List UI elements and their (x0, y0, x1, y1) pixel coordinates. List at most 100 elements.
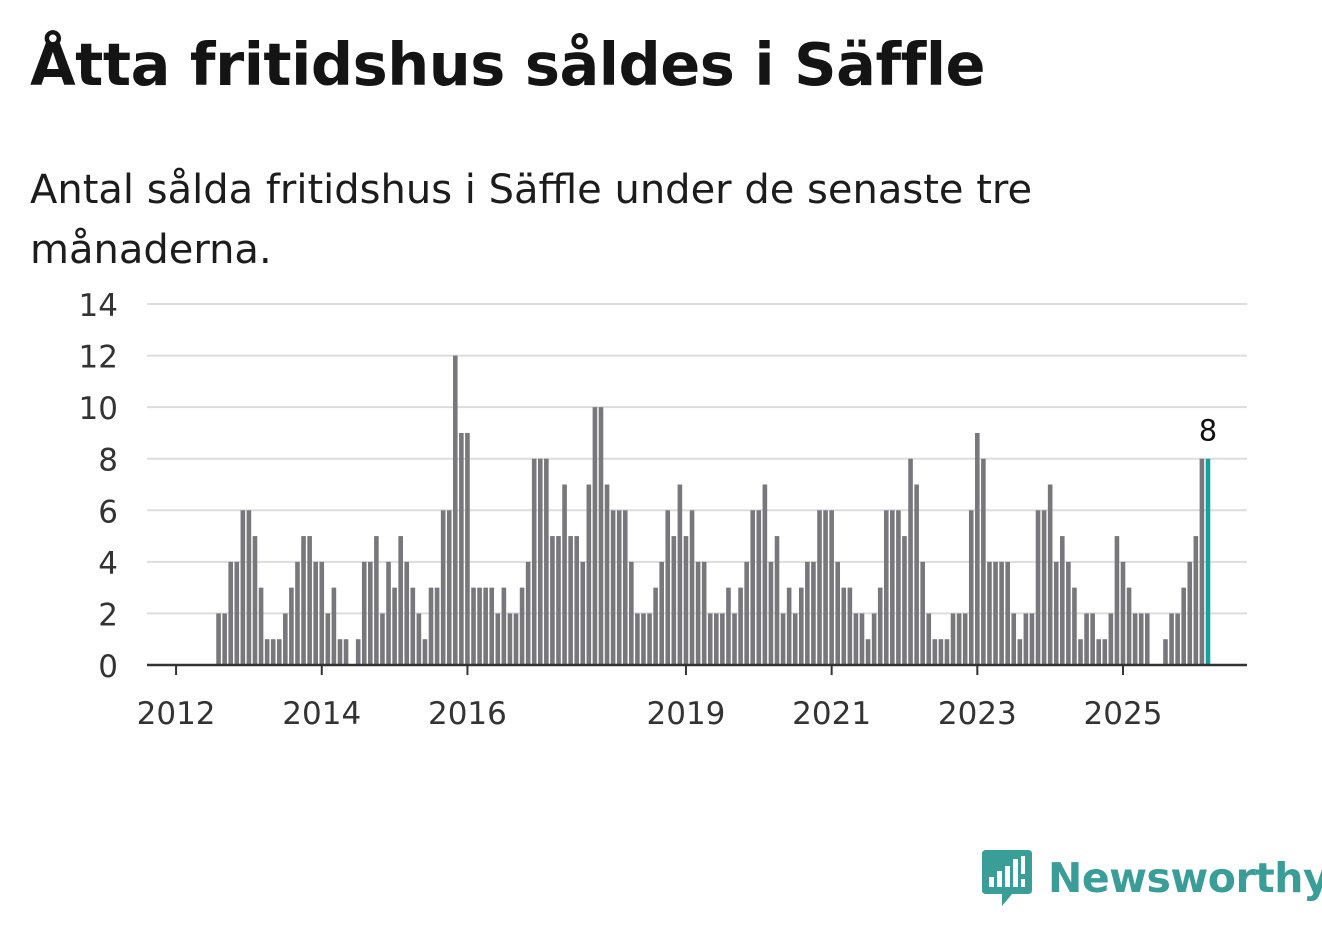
bar (817, 510, 822, 665)
bar (1126, 587, 1132, 665)
bar (908, 458, 913, 665)
bar (756, 510, 762, 665)
bar (811, 561, 816, 665)
bar (847, 587, 853, 665)
bar (1090, 613, 1095, 665)
bar (283, 613, 288, 665)
bar (926, 613, 932, 665)
bar (768, 561, 774, 665)
bar (677, 484, 683, 665)
bar (1072, 587, 1077, 665)
bar (440, 510, 446, 665)
bar (1017, 639, 1023, 665)
y-tick-label: 12 (79, 340, 118, 376)
chart-title: Åtta fritidshus såldes i Säffle (30, 30, 986, 99)
bar (738, 587, 743, 665)
bar (519, 587, 525, 665)
bar (629, 561, 634, 665)
bar (355, 639, 361, 665)
bar (568, 536, 573, 665)
bar (380, 613, 385, 665)
bar (720, 613, 725, 665)
bar (1181, 587, 1186, 665)
bar (258, 587, 264, 665)
bar (1144, 613, 1150, 665)
bar (641, 613, 646, 665)
bar (829, 510, 834, 665)
bar (689, 510, 695, 665)
bar (877, 587, 883, 665)
bar (616, 510, 622, 665)
axes (147, 663, 1247, 675)
bar (1084, 613, 1089, 665)
bar (987, 561, 992, 665)
newsworthy-icon (982, 850, 1032, 906)
bar (580, 561, 586, 665)
bar (1108, 613, 1114, 665)
y-tick-label: 14 (79, 288, 118, 324)
bar (537, 458, 543, 665)
bar (410, 587, 416, 665)
bar (586, 484, 592, 665)
bar (665, 510, 671, 665)
bar (1114, 536, 1120, 665)
bar (1132, 613, 1138, 665)
bar (835, 561, 841, 665)
bar (270, 639, 276, 665)
bar (999, 561, 1004, 665)
bar (762, 484, 768, 665)
bar (956, 613, 962, 665)
y-tick-label: 4 (98, 546, 118, 582)
bar (1102, 639, 1108, 665)
bar (477, 587, 482, 665)
bar (465, 432, 470, 665)
bar (264, 639, 270, 665)
x-tick-label: 2014 (282, 696, 361, 732)
bar (495, 613, 501, 665)
bar (944, 639, 950, 665)
bar (422, 639, 428, 665)
bar (1041, 510, 1047, 665)
bar (289, 587, 294, 665)
x-tick-label: 2012 (137, 696, 216, 732)
bar (428, 587, 434, 665)
bar (1035, 510, 1041, 665)
bar (962, 613, 968, 665)
bar (744, 561, 749, 665)
bar (453, 355, 458, 665)
bar (562, 484, 567, 665)
y-tick-label: 8 (98, 443, 118, 479)
brand-name: Newsworthy (1048, 854, 1322, 902)
bar (361, 561, 367, 665)
y-tick-label: 0 (98, 649, 118, 685)
bar (1053, 561, 1059, 665)
bar (659, 561, 664, 665)
bar (938, 639, 944, 665)
bar (507, 613, 513, 665)
bar (823, 510, 828, 665)
bar (701, 561, 707, 665)
bar (295, 561, 300, 665)
bar-highlight (1205, 458, 1211, 665)
bar (726, 587, 731, 665)
bar (222, 613, 227, 665)
bar (792, 613, 798, 665)
bar (525, 561, 531, 665)
bar (774, 536, 780, 665)
bar (313, 561, 318, 665)
bar (446, 510, 452, 665)
y-tick-label: 10 (79, 391, 118, 427)
bar (707, 613, 713, 665)
bar (780, 613, 786, 665)
bar (483, 587, 488, 665)
bar (307, 536, 312, 665)
bar (981, 458, 986, 665)
bar (325, 613, 331, 665)
bar (871, 613, 877, 665)
bar (489, 587, 495, 665)
bar (434, 587, 440, 665)
bar (653, 587, 658, 665)
bars (216, 355, 1211, 665)
y-tick-label: 6 (98, 494, 118, 530)
bar (513, 613, 519, 665)
